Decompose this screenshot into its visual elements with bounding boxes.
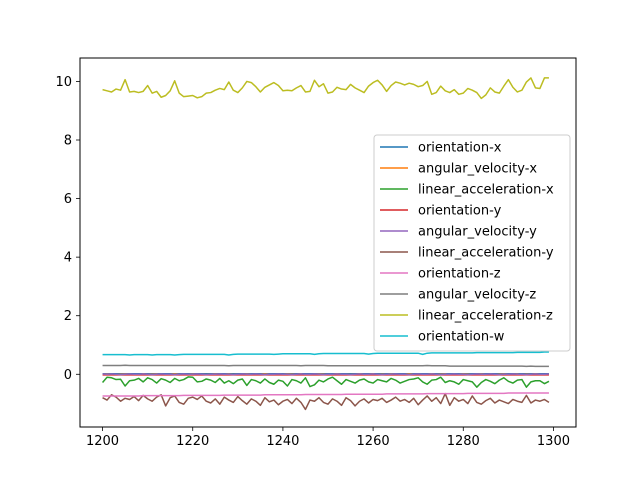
legend-label-orientation-z: orientation-z	[418, 267, 501, 282]
legend-label-angular_velocity-x: angular_velocity-x	[418, 162, 537, 177]
y-tick-label: 8	[64, 134, 72, 149]
x-tick-label: 1300	[537, 434, 570, 449]
legend-label-orientation-w: orientation-w	[418, 330, 505, 345]
y-tick-label: 4	[64, 251, 72, 266]
series-line-linear_acceleration-y	[102, 392, 550, 411]
x-axis: 1200 1220 1240 1260 1280 1300	[86, 427, 570, 449]
legend-label-angular_velocity-y: angular_velocity-y	[418, 225, 537, 240]
series-line-linear_acceleration-x	[101, 376, 550, 388]
y-axis: 0 2 4 6 8 10	[55, 75, 80, 383]
y-tick-label: 2	[64, 309, 72, 324]
legend-label-linear_acceleration-z: linear_acceleration-z	[418, 309, 553, 324]
y-tick-label: 10	[55, 75, 72, 90]
series-line-orientation-w	[102, 351, 549, 356]
legend-label-orientation-x: orientation-x	[418, 141, 502, 156]
series-line-angular_velocity-z	[102, 364, 549, 368]
x-tick-label: 1260	[357, 434, 390, 449]
x-tick-label: 1240	[266, 434, 299, 449]
plot-lines	[101, 77, 550, 411]
x-tick-label: 1280	[447, 434, 480, 449]
legend-label-angular_velocity-z: angular_velocity-z	[418, 288, 536, 303]
legend: orientation-x angular_velocity-x linear_ac…	[373, 134, 571, 352]
legend-label-orientation-y: orientation-y	[418, 204, 502, 219]
legend-label-linear_acceleration-y: linear_acceleration-y	[418, 246, 554, 261]
x-tick-label: 1220	[176, 434, 209, 449]
x-tick-label: 1200	[86, 434, 119, 449]
legend-box	[373, 134, 571, 352]
plot-frame	[79, 57, 577, 428]
series-line-angular_velocity-y	[102, 373, 549, 376]
y-tick-label: 0	[64, 368, 72, 383]
legend-label-linear_acceleration-x: linear_acceleration-x	[418, 183, 554, 198]
series-line-linear_acceleration-z	[102, 77, 549, 100]
series-line-orientation-z	[102, 392, 549, 397]
y-tick-label: 6	[64, 192, 72, 207]
